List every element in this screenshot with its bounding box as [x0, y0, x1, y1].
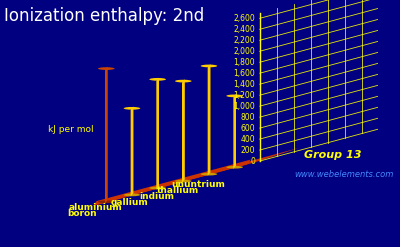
Text: 1,000: 1,000: [234, 102, 255, 111]
Text: 1,800: 1,800: [234, 58, 255, 67]
Polygon shape: [182, 79, 185, 183]
Text: www.webelements.com: www.webelements.com: [295, 170, 394, 179]
Polygon shape: [106, 67, 108, 203]
Ellipse shape: [149, 187, 166, 189]
Ellipse shape: [98, 67, 114, 70]
Text: 2,200: 2,200: [234, 36, 255, 45]
Text: 400: 400: [241, 135, 255, 144]
Text: 1,200: 1,200: [234, 91, 255, 100]
Ellipse shape: [226, 95, 243, 97]
Polygon shape: [132, 107, 133, 196]
Polygon shape: [233, 94, 236, 169]
Text: 2,000: 2,000: [234, 47, 255, 56]
Ellipse shape: [124, 107, 140, 110]
Ellipse shape: [175, 180, 192, 182]
Ellipse shape: [201, 173, 217, 176]
Text: 1,400: 1,400: [234, 80, 255, 89]
Polygon shape: [208, 64, 210, 175]
Ellipse shape: [98, 201, 114, 203]
Text: Ionization enthalpy: 2nd: Ionization enthalpy: 2nd: [4, 7, 204, 25]
Text: boron: boron: [67, 209, 97, 218]
Text: kJ per mol: kJ per mol: [48, 125, 93, 134]
Text: 200: 200: [241, 145, 255, 155]
Ellipse shape: [175, 80, 192, 82]
Polygon shape: [183, 79, 185, 182]
Polygon shape: [156, 78, 159, 190]
Text: ununtrium: ununtrium: [171, 181, 225, 189]
Text: 0: 0: [250, 157, 255, 165]
Text: aluminium: aluminium: [69, 203, 122, 212]
Polygon shape: [105, 67, 108, 204]
Text: Group 13: Group 13: [304, 150, 362, 160]
Polygon shape: [131, 107, 133, 197]
Ellipse shape: [149, 78, 166, 81]
Text: 1,600: 1,600: [234, 69, 255, 78]
Text: indium: indium: [139, 192, 174, 201]
Text: 2,400: 2,400: [234, 25, 255, 34]
Ellipse shape: [226, 166, 243, 169]
Ellipse shape: [201, 65, 217, 67]
Polygon shape: [93, 160, 251, 206]
Polygon shape: [234, 94, 236, 168]
Polygon shape: [90, 148, 300, 207]
Ellipse shape: [124, 194, 140, 196]
Text: 600: 600: [241, 124, 255, 133]
Polygon shape: [208, 64, 210, 176]
Text: thallium: thallium: [157, 186, 200, 195]
Polygon shape: [157, 78, 159, 189]
Text: 2,600: 2,600: [234, 14, 255, 23]
Text: gallium: gallium: [110, 198, 148, 206]
Text: 800: 800: [241, 113, 255, 122]
